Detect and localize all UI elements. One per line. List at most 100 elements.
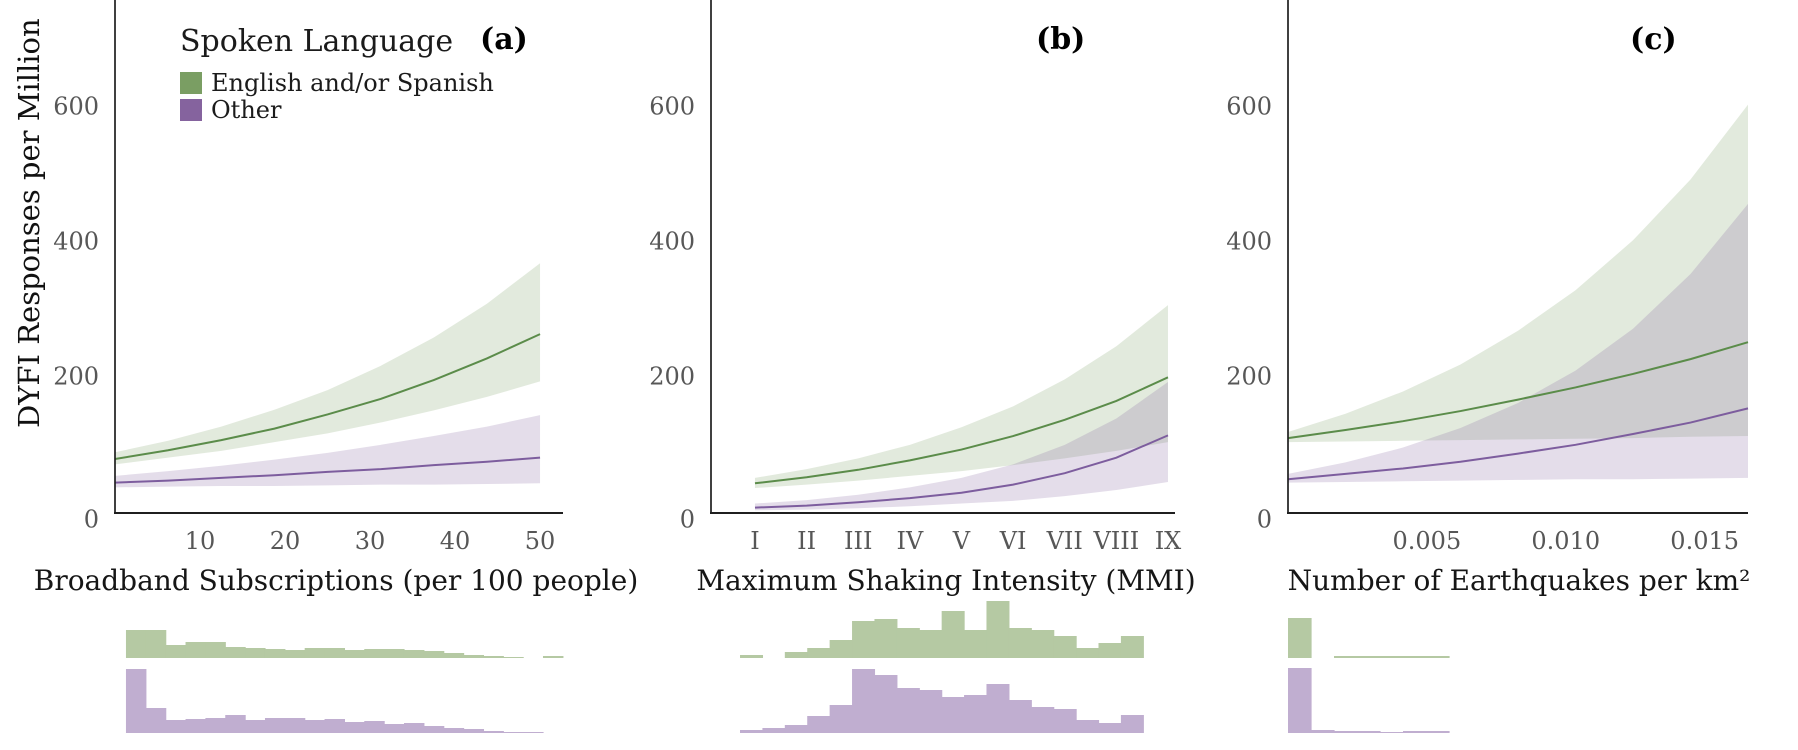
histogram-bar-green-a	[264, 649, 286, 658]
histogram-bar-purple-b	[896, 688, 920, 733]
legend-label: Other	[211, 95, 282, 124]
histogram-bar-purple-a	[364, 721, 385, 733]
histogram-bar-purple-a	[403, 723, 425, 733]
x-axis-title-a: Broadband Subscriptions (per 100 people)	[33, 564, 639, 597]
histogram-bar-green-c	[1403, 656, 1427, 658]
y-tick-label: 400	[649, 228, 695, 256]
histogram-bar-purple-b	[1098, 723, 1122, 733]
x-tick-label: I	[750, 527, 759, 555]
histogram-bar-green-a	[423, 651, 445, 658]
histogram-bar-purple-b	[829, 705, 853, 733]
y-tick-label: 0	[1257, 506, 1272, 534]
confidence-band-purple-b	[754, 382, 1168, 511]
histogram-bar-purple-a	[125, 669, 147, 733]
histogram-bar-purple-a	[245, 720, 266, 733]
histogram-bar-purple-a	[205, 718, 226, 733]
histogram-bar-purple-b	[1120, 715, 1144, 733]
histogram-bar-purple-b	[1076, 720, 1100, 733]
histogram-bar-green-b	[1120, 636, 1144, 658]
x-tick-label: 50	[525, 527, 556, 555]
x-axis-title-b: Maximum Shaking Intensity (MMI)	[696, 564, 1196, 597]
histogram-bar-green-a	[364, 649, 385, 658]
x-tick-label: 0.005	[1393, 527, 1462, 555]
histogram-bar-purple-a	[145, 708, 167, 733]
x-tick-label: 30	[355, 527, 386, 555]
histogram-bar-green-b	[829, 640, 853, 658]
x-tick-label: VIII	[1092, 527, 1139, 555]
histogram-bar-purple-a	[463, 729, 485, 733]
histogram-bar-green-b	[852, 621, 876, 658]
histogram-bar-green-a	[542, 656, 564, 658]
histogram-bar-purple-b	[1053, 709, 1077, 733]
histogram-bar-purple-a	[423, 726, 445, 733]
histogram-bar-purple-b	[762, 728, 786, 733]
histogram-bar-green-b	[919, 630, 943, 658]
histogram-bar-purple-b	[874, 675, 898, 733]
x-tick-label: III	[844, 527, 872, 555]
histogram-bar-green-b	[1031, 630, 1055, 658]
histogram-bar-green-a	[443, 653, 465, 658]
x-tick-label: VII	[1046, 527, 1083, 555]
trend-line-purple-a	[114, 456, 541, 484]
confidence-band-purple-c	[1288, 203, 1748, 483]
legend-label: English and/or Spanish	[211, 68, 494, 97]
histogram-bar-purple-b	[941, 697, 965, 733]
trend-line-green-c	[1287, 341, 1749, 440]
histogram-bar-purple-b	[1031, 707, 1055, 733]
x-tick-label: 20	[270, 527, 301, 555]
histogram-bar-green-c	[1357, 656, 1381, 658]
legend-item-english: English and/or Spanish	[180, 68, 494, 97]
x-tick-label: II	[797, 527, 816, 555]
histogram-bar-purple-a	[225, 715, 246, 733]
histogram-bar-purple-a	[264, 718, 286, 733]
y-tick-label: 200	[1226, 363, 1272, 391]
y-axis-title: DYFI Responses per Million	[12, 18, 46, 428]
trend-line-purple-c	[1287, 407, 1749, 481]
histogram-bar-green-b	[1076, 648, 1100, 658]
x-tick-label: IX	[1155, 527, 1182, 555]
histogram-bar-purple-a	[284, 718, 306, 733]
y-tick-label: 600	[649, 93, 695, 121]
histogram-bar-purple-b	[740, 730, 764, 733]
histogram-bar-purple-a	[523, 732, 544, 733]
trend-line-purple-b	[754, 434, 1169, 509]
histogram-bar-green-b	[986, 601, 1010, 658]
x-tick-label: V	[952, 527, 971, 555]
legend-swatch-green	[180, 71, 202, 94]
histogram-bar-purple-a	[165, 720, 187, 733]
histogram-bar-purple-a	[503, 732, 524, 733]
histogram-bar-green-a	[205, 642, 226, 658]
y-tick-label: 200	[53, 363, 99, 391]
histogram-bar-green-b	[896, 628, 920, 658]
histogram-bar-green-a	[165, 645, 187, 658]
histogram-bar-green-c	[1380, 656, 1404, 658]
x-tick-label: 40	[440, 527, 471, 555]
histogram-bar-green-a	[403, 650, 425, 658]
histogram-bar-purple-a	[483, 731, 504, 733]
histogram-bar-purple-a	[384, 724, 405, 733]
legend: Spoken Language English and/or Spanish O…	[180, 24, 494, 124]
y-tick-label: 400	[1226, 228, 1272, 256]
confidence-band-green-b	[754, 305, 1168, 489]
legend-swatch-purple	[180, 98, 202, 121]
histogram-bar-green-b	[784, 652, 808, 658]
histogram-bar-green-b	[740, 655, 764, 658]
panel-label-a: (a)	[480, 22, 528, 57]
histogram-bar-green-a	[324, 648, 346, 658]
y-tick-label: 0	[680, 506, 695, 534]
trend-line-green-a	[114, 333, 541, 460]
confidence-band-green-c	[1288, 104, 1748, 443]
histogram-bar-purple-c	[1403, 731, 1427, 733]
histogram-bar-green-a	[125, 630, 147, 658]
histogram-bar-green-c	[1334, 656, 1358, 658]
histogram-bar-green-b	[1098, 643, 1122, 658]
histogram-bar-green-a	[384, 649, 405, 658]
x-axis-title-c: Number of Earthquakes per km²	[1287, 564, 1751, 597]
histogram-bar-green-a	[284, 650, 306, 658]
histogram-bar-green-b	[964, 630, 988, 658]
y-tick-label: 0	[84, 506, 99, 534]
histogram-bar-green-b	[941, 611, 965, 658]
panel-label-c: (c)	[1630, 22, 1677, 57]
